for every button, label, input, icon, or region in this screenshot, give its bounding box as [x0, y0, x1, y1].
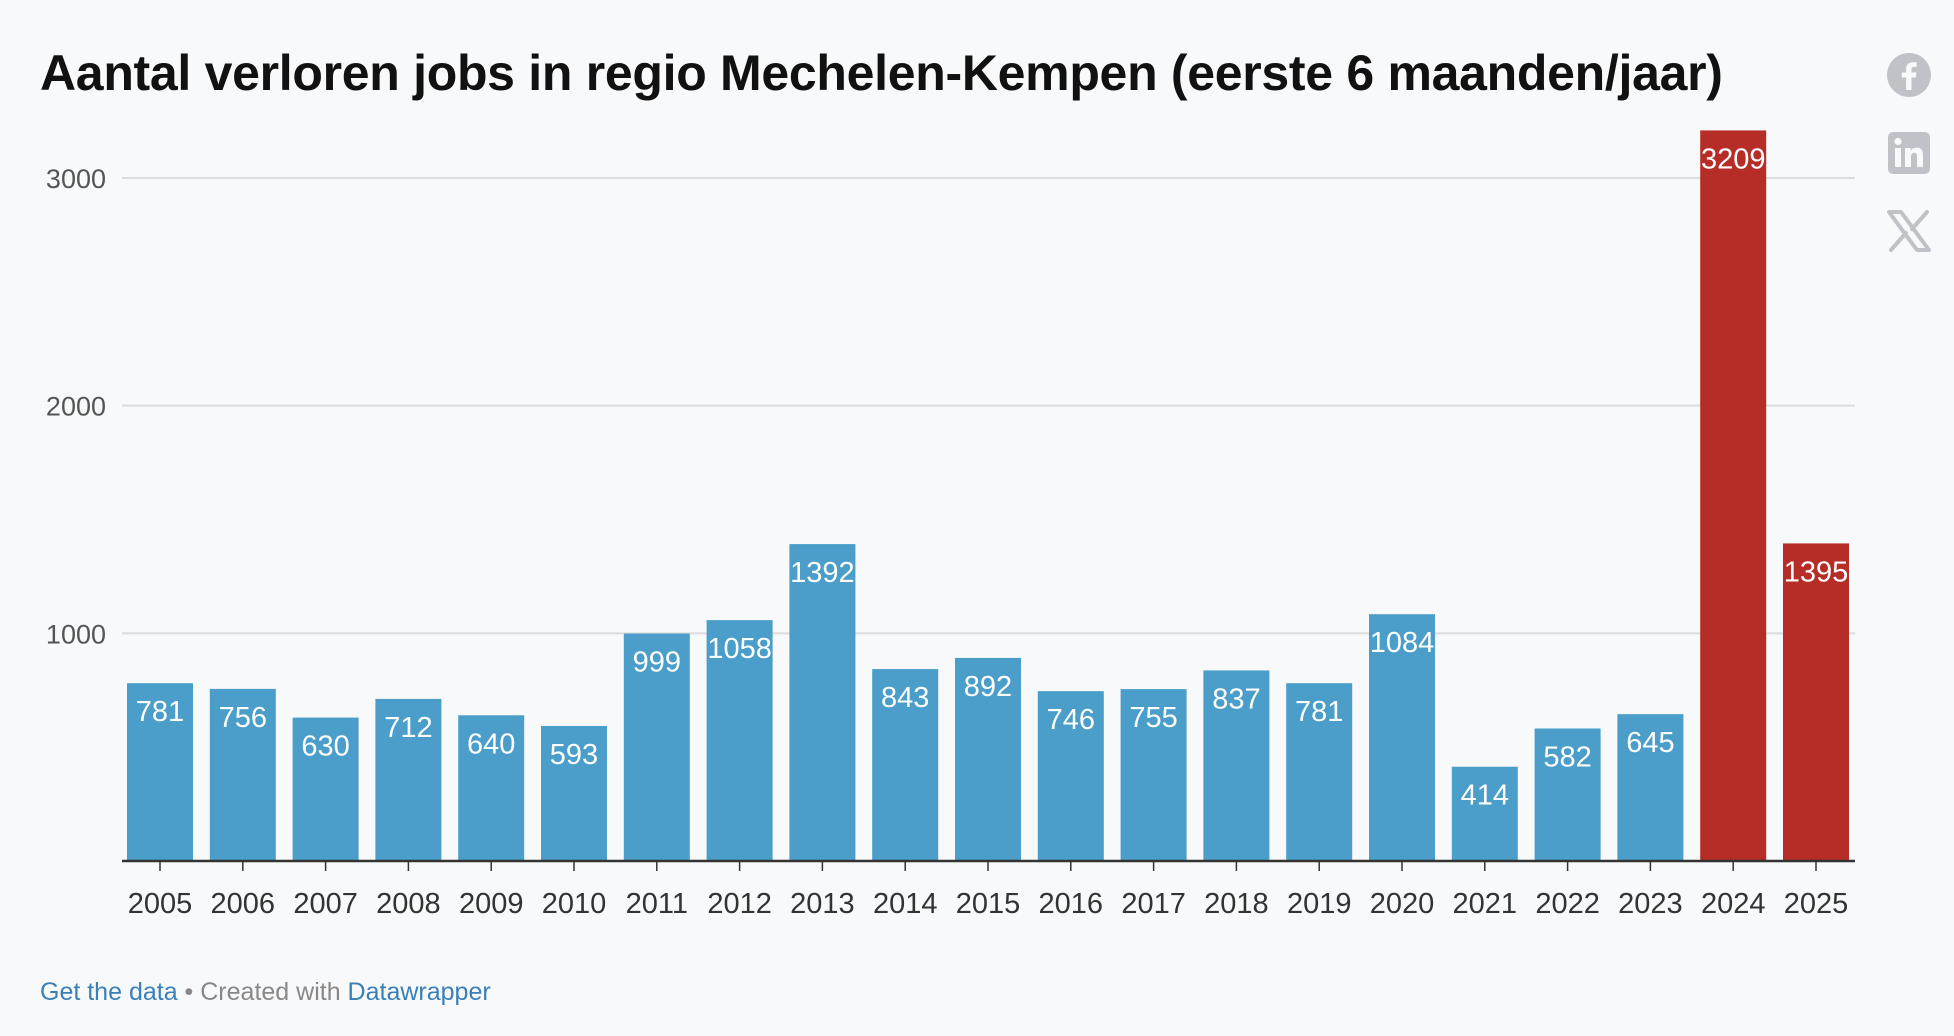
x-tick-label-2017: 2017	[1121, 888, 1186, 920]
linkedin-icon	[1888, 132, 1930, 174]
x-tick-label-2007: 2007	[293, 888, 358, 920]
x-tick-label-2009: 2009	[459, 888, 524, 920]
data-label-2006: 756	[219, 702, 267, 734]
bar-2021	[1451, 766, 1518, 861]
get-the-data-link[interactable]: Get the data	[40, 978, 178, 1006]
x-tick-label-2016: 2016	[1039, 888, 1104, 920]
x-tick-label-2013: 2013	[790, 888, 855, 920]
bar-2022	[1534, 728, 1601, 861]
bar-2020	[1369, 614, 1435, 861]
x-tick-label-2005: 2005	[128, 888, 193, 920]
data-label-2021: 414	[1461, 780, 1509, 812]
x-twitter-icon	[1887, 210, 1931, 252]
x-tick-label-2006: 2006	[211, 888, 276, 920]
bar-2012	[706, 620, 773, 861]
data-label-2025: 1395	[1784, 556, 1849, 588]
bar-2014	[872, 669, 939, 861]
y-tick-label: 2000	[46, 392, 106, 422]
data-label-2019: 781	[1295, 696, 1343, 728]
data-label-2024: 3209	[1701, 143, 1766, 175]
linkedin-share-button[interactable]	[1884, 128, 1934, 178]
data-label-2008: 712	[384, 712, 432, 744]
bar-chart: 1000 2000 3000 781 2005 756 2006 630 2007 712 2008…	[46, 130, 1855, 920]
x-tick-label-2014: 2014	[873, 888, 938, 920]
bar-2007	[292, 717, 359, 861]
x-tick-label-2018: 2018	[1204, 888, 1269, 920]
bar-2015	[955, 657, 1021, 861]
bar-2024	[1700, 130, 1767, 861]
bar-2009	[458, 715, 525, 861]
x-tick-label-2025: 2025	[1784, 888, 1849, 920]
bar-2010	[541, 725, 607, 861]
data-label-2022: 582	[1543, 741, 1591, 773]
data-label-2015: 892	[964, 671, 1012, 703]
bar-2005	[127, 683, 193, 861]
data-label-2018: 837	[1212, 683, 1260, 715]
bar-2023	[1617, 714, 1684, 861]
bar-2013	[789, 544, 856, 861]
datawrapper-link[interactable]: Datawrapper	[347, 978, 491, 1006]
y-tick-label: 1000	[46, 619, 106, 649]
x-tick-label-2021: 2021	[1453, 888, 1518, 920]
bar-2019	[1286, 683, 1353, 861]
bar-2025	[1783, 543, 1849, 861]
x-tick-label-2022: 2022	[1535, 888, 1600, 920]
bar-2006	[209, 688, 276, 861]
data-label-2005: 781	[136, 696, 184, 728]
x-tick-label-2023: 2023	[1618, 888, 1683, 920]
bar-2017	[1120, 689, 1187, 861]
data-label-2011: 999	[633, 647, 681, 679]
x-tick-label-2020: 2020	[1370, 888, 1435, 920]
bar-2018	[1203, 670, 1270, 861]
bar-2008	[375, 698, 442, 861]
x-tick-label-2010: 2010	[542, 888, 607, 920]
data-label-2023: 645	[1626, 727, 1674, 759]
x-tick-label-2008: 2008	[376, 888, 441, 920]
x-share-button[interactable]	[1884, 206, 1934, 256]
chart-title: Aantal verloren jobs in regio Mechelen-K…	[40, 45, 1723, 101]
data-label-2010: 593	[550, 739, 598, 771]
data-label-2012: 1058	[707, 633, 772, 665]
data-label-2009: 640	[467, 728, 515, 760]
chart-footer: Get the data • Created with Datawrapper	[40, 978, 491, 1007]
bar-2011	[623, 633, 690, 861]
data-label-2020: 1084	[1370, 627, 1435, 659]
data-label-2016: 746	[1047, 704, 1095, 736]
facebook-icon	[1887, 53, 1931, 97]
footer-separator: • Created with	[177, 978, 348, 1006]
facebook-share-button[interactable]	[1884, 50, 1934, 100]
bar-2016	[1037, 691, 1104, 861]
x-tick-label-2012: 2012	[707, 888, 772, 920]
x-tick-label-2019: 2019	[1287, 888, 1352, 920]
x-tick-label-2015: 2015	[956, 888, 1021, 920]
data-label-2007: 630	[301, 731, 349, 763]
data-label-2013: 1392	[790, 557, 855, 589]
x-tick-label-2024: 2024	[1701, 888, 1766, 920]
data-label-2017: 755	[1129, 702, 1177, 734]
data-label-2014: 843	[881, 682, 929, 714]
y-tick-label: 3000	[46, 164, 106, 194]
x-tick-label-2011: 2011	[626, 888, 688, 920]
